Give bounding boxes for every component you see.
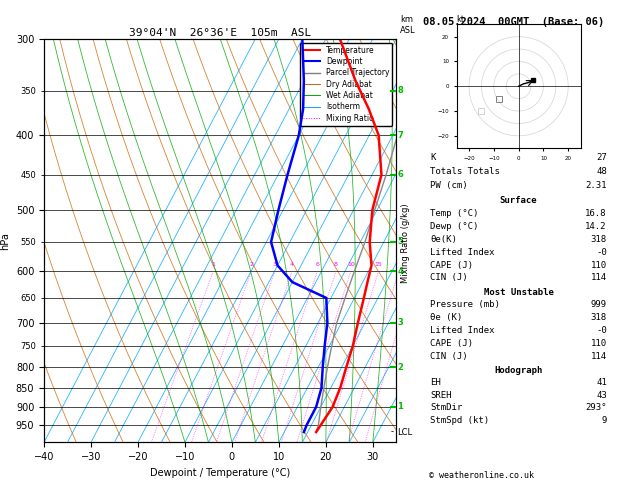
Text: 16.8: 16.8 <box>586 209 607 218</box>
Text: 114: 114 <box>591 352 607 361</box>
Text: θe (K): θe (K) <box>430 313 462 322</box>
Text: 3: 3 <box>398 318 403 327</box>
Text: kt: kt <box>457 15 465 24</box>
Text: 41: 41 <box>596 378 607 387</box>
Text: 14.2: 14.2 <box>586 222 607 231</box>
Text: Lifted Index: Lifted Index <box>430 248 495 257</box>
Text: 8: 8 <box>398 86 403 95</box>
Text: 318: 318 <box>591 313 607 322</box>
Text: Temp (°C): Temp (°C) <box>430 209 479 218</box>
Text: 43: 43 <box>596 391 607 399</box>
Legend: Temperature, Dewpoint, Parcel Trajectory, Dry Adiabat, Wet Adiabat, Isotherm, Mi: Temperature, Dewpoint, Parcel Trajectory… <box>300 43 392 125</box>
Text: 293°: 293° <box>586 403 607 412</box>
Text: 4: 4 <box>398 267 403 276</box>
Text: 7: 7 <box>398 131 403 140</box>
Text: EH: EH <box>430 378 441 387</box>
Text: 8: 8 <box>334 261 338 267</box>
Text: LCL: LCL <box>398 428 413 436</box>
Text: -: - <box>390 428 393 436</box>
Text: Lifted Index: Lifted Index <box>430 326 495 335</box>
Y-axis label: hPa: hPa <box>0 232 10 249</box>
Text: K: K <box>430 153 436 162</box>
Text: 1: 1 <box>211 261 215 267</box>
Title: 39°04'N  26°36'E  105m  ASL: 39°04'N 26°36'E 105m ASL <box>129 28 311 38</box>
Text: 15: 15 <box>375 261 382 267</box>
Text: 3: 3 <box>273 261 277 267</box>
Text: SREH: SREH <box>430 391 452 399</box>
Text: 318: 318 <box>591 235 607 244</box>
Text: Most Unstable: Most Unstable <box>484 288 554 296</box>
Text: StmSpd (kt): StmSpd (kt) <box>430 416 489 424</box>
Text: 114: 114 <box>591 274 607 282</box>
Text: © weatheronline.co.uk: © weatheronline.co.uk <box>429 471 534 480</box>
Text: Hodograph: Hodograph <box>494 366 543 375</box>
Text: StmDir: StmDir <box>430 403 462 412</box>
Text: 110: 110 <box>591 260 607 270</box>
Text: 1: 1 <box>398 402 403 412</box>
Text: PW (cm): PW (cm) <box>430 181 468 191</box>
Text: 2.31: 2.31 <box>586 181 607 191</box>
Text: -0: -0 <box>596 326 607 335</box>
Text: 48: 48 <box>596 167 607 176</box>
Text: km
ASL: km ASL <box>400 16 415 35</box>
Text: CIN (J): CIN (J) <box>430 352 468 361</box>
X-axis label: Dewpoint / Temperature (°C): Dewpoint / Temperature (°C) <box>150 468 290 478</box>
Text: 5: 5 <box>398 238 403 246</box>
Text: CAPE (J): CAPE (J) <box>430 260 474 270</box>
Text: CAPE (J): CAPE (J) <box>430 339 474 348</box>
Text: θe(K): θe(K) <box>430 235 457 244</box>
Text: 9: 9 <box>601 416 607 424</box>
Text: 999: 999 <box>591 300 607 310</box>
Text: 6: 6 <box>316 261 320 267</box>
Text: 110: 110 <box>591 339 607 348</box>
Text: Pressure (mb): Pressure (mb) <box>430 300 500 310</box>
Text: 2: 2 <box>249 261 253 267</box>
Text: 4: 4 <box>290 261 294 267</box>
Text: -0: -0 <box>596 248 607 257</box>
Text: 2: 2 <box>398 363 403 372</box>
Text: 10: 10 <box>347 261 355 267</box>
Text: 08.05.2024  00GMT  (Base: 06): 08.05.2024 00GMT (Base: 06) <box>423 17 604 27</box>
Text: Totals Totals: Totals Totals <box>430 167 500 176</box>
Text: Mixing Ratio (g/kg): Mixing Ratio (g/kg) <box>401 203 410 283</box>
Text: CIN (J): CIN (J) <box>430 274 468 282</box>
Text: 6: 6 <box>398 170 403 179</box>
Text: 27: 27 <box>596 153 607 162</box>
Text: Surface: Surface <box>500 196 537 205</box>
Text: Dewp (°C): Dewp (°C) <box>430 222 479 231</box>
